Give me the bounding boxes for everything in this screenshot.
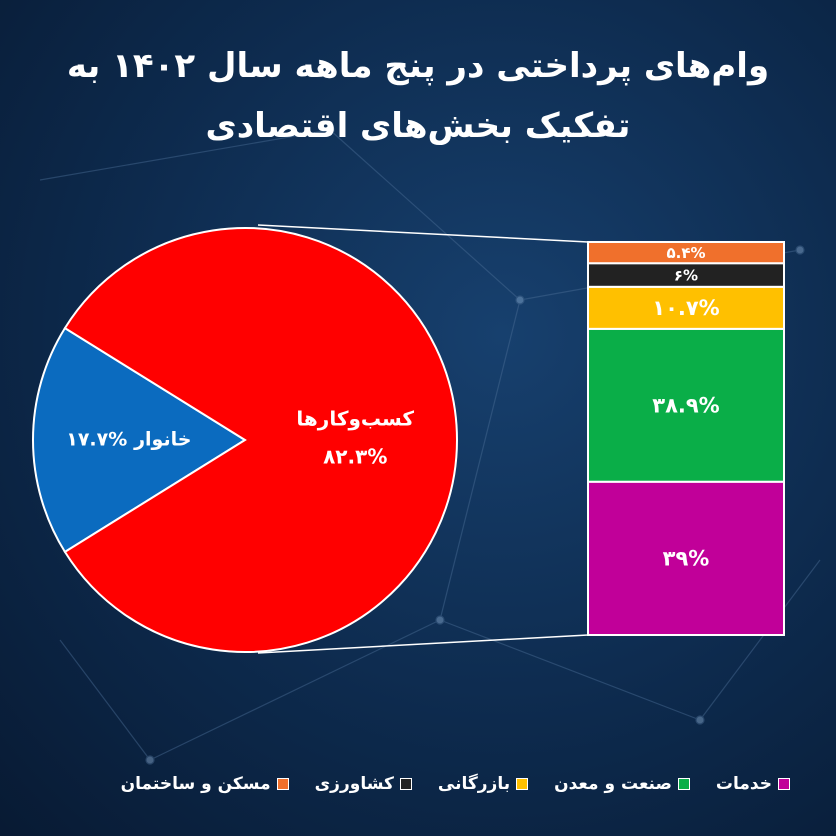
- legend-item: خدمات: [716, 774, 790, 794]
- chart-title: وام‌های پرداختی در پنج ماهه سال ۱۴۰۲ به …: [66, 46, 770, 146]
- slice-label: خانوار: [133, 429, 191, 451]
- value-label: ۵.۴%: [666, 244, 705, 262]
- value-label: ۶%: [674, 267, 698, 285]
- pie-slice: [63, 227, 458, 653]
- legend-swatch: [778, 778, 790, 790]
- legend-item: بازرگانی: [437, 774, 529, 794]
- legend-label: خدمات: [715, 774, 772, 794]
- connector: [257, 634, 589, 654]
- slice-value-label: ۸۲.۳%: [323, 445, 387, 469]
- legend-label: کشاورزی: [314, 774, 394, 794]
- legend-swatch: [399, 778, 412, 790]
- legend: خدمات صنعت و معدن بازرگانی کشاورزی مسکن و سا…: [20, 774, 790, 794]
- legend-label: مسکن و ساختمان: [120, 774, 271, 794]
- connector: [257, 224, 589, 243]
- legend-label: صنعت و معدن: [554, 774, 672, 794]
- legend-swatch: [516, 778, 529, 790]
- value-label: ۳۸.۹%: [652, 393, 719, 417]
- legend-label: بازرگانی: [437, 774, 511, 794]
- bar-segment: [587, 285, 785, 330]
- slice-label: کسب‌وکارها: [296, 407, 414, 431]
- bar-segment: [587, 241, 785, 265]
- slice-value-label: ۱۷.۷%: [66, 429, 127, 451]
- legend-item: صنعت و معدن: [554, 774, 690, 794]
- pie-slice: [32, 326, 247, 554]
- legend-swatch: [276, 778, 289, 790]
- legend-swatch: [677, 778, 690, 790]
- legend-item: مسکن و ساختمان: [121, 774, 289, 794]
- value-label: ۱۰.۷%: [652, 296, 719, 320]
- legend-item: کشاورزی: [315, 774, 412, 794]
- value-label: ۳۹%: [663, 546, 710, 570]
- bar-segment: [587, 327, 785, 483]
